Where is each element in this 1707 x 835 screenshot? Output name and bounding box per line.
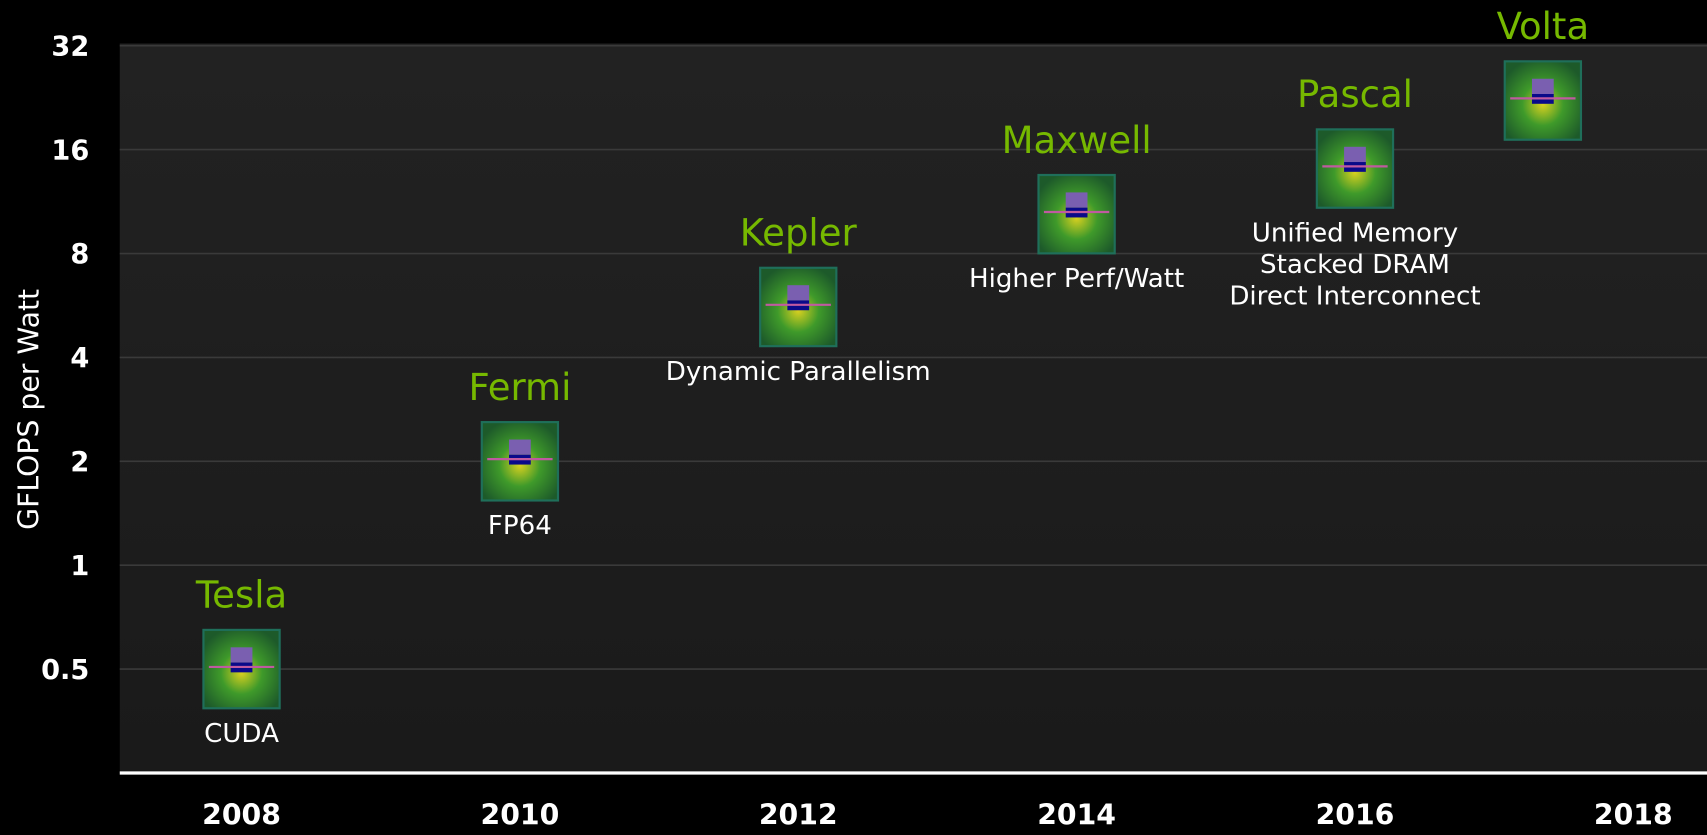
x-tick-label: 2016 — [1316, 799, 1395, 832]
x-tick-label: 2012 — [759, 799, 838, 832]
x-tick-label: 2018 — [1594, 799, 1673, 832]
plot-root: GFLOPS per Watt 0.5 1 2 4 8 16 32 2008 2010 2012 2… — [12, 5, 1707, 832]
feature-note: Unified Memory — [1252, 218, 1458, 248]
y-tick-label: 2 — [70, 447, 89, 478]
generation-name: Volta — [1497, 5, 1590, 48]
chip-marker — [1315, 128, 1395, 209]
y-tick-label: 1 — [70, 551, 89, 582]
generation-name: Tesla — [195, 574, 287, 617]
chip-marker — [1037, 173, 1116, 255]
y-tick-label: 0.5 — [41, 655, 89, 686]
chip-marker — [1503, 60, 1583, 141]
generation-name: Maxwell — [1002, 119, 1152, 162]
chip-marker — [480, 421, 560, 502]
feature-note: Dynamic Parallelism — [666, 357, 931, 387]
y-tick-label: 8 — [70, 239, 89, 270]
chip-core — [230, 647, 253, 663]
chip-core — [509, 439, 531, 455]
feature-note: FP64 — [488, 511, 552, 541]
generation-name: Pascal — [1297, 73, 1413, 116]
chip-core — [787, 285, 810, 301]
y-axis-label: GFLOPS per Watt — [12, 289, 45, 530]
x-tick-label: 2014 — [1037, 799, 1116, 832]
generation-name: Kepler — [740, 212, 858, 255]
feature-note: Higher Perf/Watt — [969, 264, 1184, 294]
feature-note: Direct Interconnect — [1229, 282, 1480, 312]
x-tick-label: 2010 — [481, 799, 560, 832]
chip-marker — [759, 266, 838, 348]
y-tick-label: 16 — [51, 135, 89, 166]
y-tick-label: 4 — [70, 343, 89, 374]
feature-note: CUDA — [204, 719, 279, 749]
feature-note: Stacked DRAM — [1260, 250, 1450, 280]
chip-marker — [202, 628, 281, 710]
x-tick-label: 2008 — [202, 799, 281, 832]
y-tick-label: 32 — [51, 31, 89, 62]
chip-core — [1344, 146, 1366, 163]
generation-name: Fermi — [468, 366, 571, 409]
chip-core — [1531, 78, 1554, 94]
chip-core — [1065, 192, 1088, 208]
plot-area — [119, 43, 1707, 773]
